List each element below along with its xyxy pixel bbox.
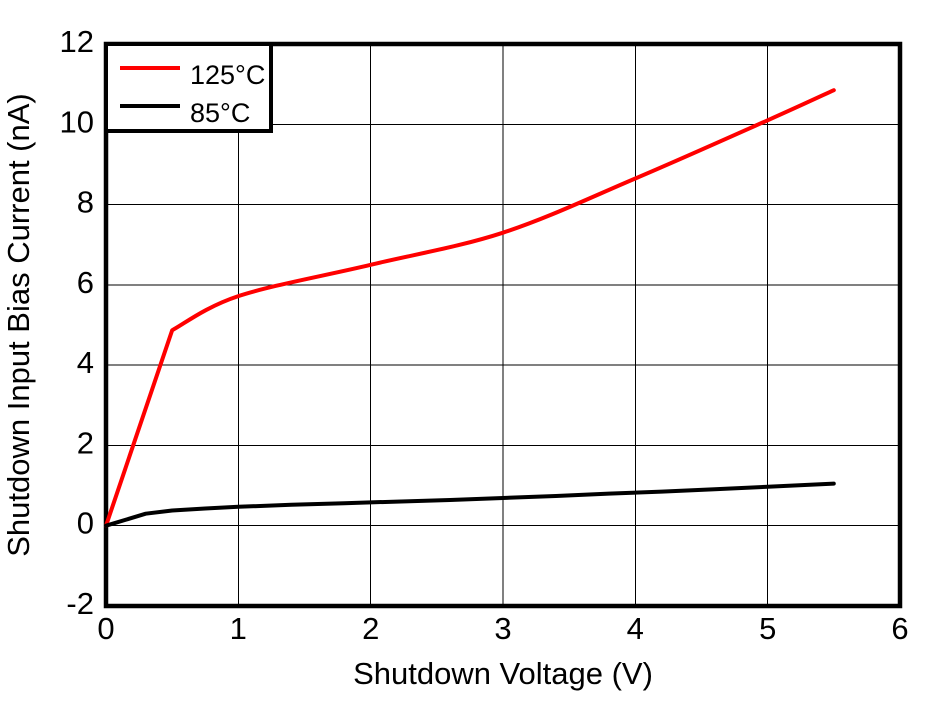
svg-text:125°C: 125°C [190, 60, 265, 90]
svg-text:-2: -2 [66, 586, 94, 621]
svg-text:0: 0 [77, 506, 94, 541]
svg-text:10: 10 [60, 104, 94, 139]
svg-text:5: 5 [759, 611, 776, 646]
svg-text:12: 12 [60, 24, 94, 59]
svg-text:1: 1 [230, 611, 247, 646]
svg-text:Shutdown Voltage (V): Shutdown Voltage (V) [353, 656, 653, 691]
svg-text:4: 4 [627, 611, 644, 646]
svg-text:4: 4 [77, 345, 94, 380]
svg-text:2: 2 [362, 611, 379, 646]
svg-text:0: 0 [97, 611, 114, 646]
svg-text:3: 3 [494, 611, 511, 646]
svg-text:85°C: 85°C [190, 98, 250, 128]
svg-text:6: 6 [77, 265, 94, 300]
svg-text:6: 6 [891, 611, 908, 646]
svg-text:2: 2 [77, 425, 94, 460]
svg-text:8: 8 [77, 185, 94, 220]
svg-text:Shutdown Input Bias Current (n: Shutdown Input Bias Current (nA) [1, 93, 36, 557]
